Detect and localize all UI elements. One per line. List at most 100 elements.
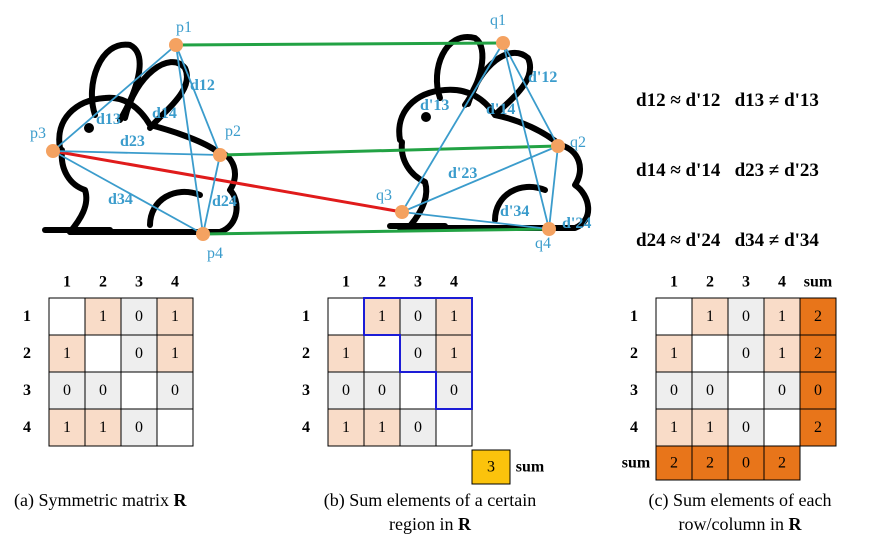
point-q2	[551, 139, 565, 153]
matrix-a-cell	[85, 335, 121, 372]
edge-label-dp23: d'23	[448, 165, 477, 182]
label-p4: p4	[207, 245, 223, 262]
edge-label-dp13: d'13	[420, 97, 449, 114]
matrix-a-row-header: 4	[23, 419, 31, 436]
matrices: 1 2 3 4 1 2 3 4 1 0 1 1 0 1 0 0 0 1 1 0 1 2 3 4 1 2 3 4 1 0 1 1 0 1 0 0 0 1 1 0…	[23, 274, 836, 485]
edge-label-d34: d34	[108, 191, 133, 208]
matrix-c-row-header: 4	[630, 419, 638, 436]
matrix-b-cell	[328, 298, 364, 335]
matrix-c-cell	[692, 335, 728, 372]
matrix-a-cell-value: 1	[99, 419, 107, 436]
matrix-a-row-header: 1	[23, 308, 31, 325]
edge-label-d14: d14	[152, 105, 177, 122]
matrix-b-cell-value: 1	[342, 345, 350, 362]
edge-label-dp34: d'34	[500, 203, 529, 220]
matrix-b-row-header: 4	[302, 419, 310, 436]
relation-row-1: d12 ≈ d'12 d13 ≠ d'13	[636, 90, 819, 112]
matrix-c-row-header: 2	[630, 345, 638, 362]
matrix-c-cell-value: 0	[778, 382, 786, 399]
matrix-b-cell-value: 0	[414, 308, 422, 325]
matrix-a-cell	[49, 298, 85, 335]
label-q2: q2	[570, 134, 586, 151]
sum-value-b: 3	[487, 459, 495, 476]
row-sum-value: 0	[814, 382, 822, 399]
matrix-c-col-header: 3	[742, 274, 750, 291]
matrix-a-cell-value: 1	[99, 308, 107, 325]
label-p2: p2	[225, 123, 241, 140]
point-p3	[46, 144, 60, 158]
relation-3-right: d34 ≠ d'34	[735, 230, 819, 251]
matrix-b-col-header: 4	[450, 274, 458, 291]
caption-b-line2: region in	[389, 514, 458, 534]
matrix-b-cell-value: 1	[450, 345, 458, 362]
matrix-b-cell-value: 1	[450, 308, 458, 325]
relation-3-left: d24 ≈ d'24	[636, 230, 720, 251]
col-sum-value: 0	[742, 455, 750, 472]
matrix-c-col-header: 4	[778, 274, 786, 291]
matrix-c-cell	[764, 409, 800, 446]
point-q3	[395, 205, 409, 219]
matrix-b-row-header: 3	[302, 382, 310, 399]
label-p1: p1	[176, 19, 192, 36]
row-sum-value: 2	[814, 419, 822, 436]
matrix-a-cell-value: 1	[171, 345, 179, 362]
matrix-a-cell-value: 0	[63, 382, 71, 399]
point-p2	[213, 148, 227, 162]
matrix-c-cell-value: 0	[742, 345, 750, 362]
rabbit-left-eye	[84, 123, 94, 133]
matrix-b-cell	[436, 409, 472, 446]
matrix-c-cell-value: 1	[778, 308, 786, 325]
matrix-c-cell-value: 1	[670, 419, 678, 436]
sum-label-b: sum	[516, 459, 545, 476]
relation-1-left: d12 ≈ d'12	[636, 90, 720, 111]
point-q4	[542, 222, 556, 236]
matrix-c-col-header: 2	[706, 274, 714, 291]
match-line-2	[220, 146, 558, 155]
matrix-b-cell-value: 1	[378, 419, 386, 436]
matrix-b-col-header: 3	[414, 274, 422, 291]
matrix-c-cell-value: 0	[670, 382, 678, 399]
label-q3: q3	[376, 187, 392, 204]
caption-c-line1: (c) Sum elements of each	[620, 488, 860, 512]
label-p3: p3	[30, 125, 46, 142]
matrix-c-cell	[728, 372, 764, 409]
edge-label-dp24: d'24	[562, 215, 591, 232]
matrix-a-col-header: 3	[135, 274, 143, 291]
relation-row-2: d14 ≈ d'14 d23 ≠ d'23	[636, 160, 819, 182]
matrix-a-col-header: 2	[99, 274, 107, 291]
matrix-a-cell	[157, 409, 193, 446]
matrix-a-cell-value: 1	[63, 345, 71, 362]
matrix-c-cell	[656, 298, 692, 335]
matrix-b-cell	[364, 335, 400, 372]
matrix-b-col-header: 2	[378, 274, 386, 291]
caption-a: (a) Symmetric matrix R	[14, 488, 186, 512]
matrix-b-row-header: 1	[302, 308, 310, 325]
matrix-a-cell-value: 1	[63, 419, 71, 436]
row-sum-value: 2	[814, 345, 822, 362]
matrix-c-cell-value: 1	[670, 345, 678, 362]
matrix-c-cell-value: 0	[742, 419, 750, 436]
matrix-a-cell-value: 0	[135, 345, 143, 362]
label-q4: q4	[535, 235, 551, 252]
matrix-c-cell-value: 1	[706, 419, 714, 436]
point-p1	[169, 38, 183, 52]
caption-a-text: (a) Symmetric matrix	[14, 490, 173, 510]
matrix-c-sum-col-header: sum	[804, 274, 833, 291]
matrix-c-col-header: 1	[670, 274, 678, 291]
matrix-a-cell-value: 0	[99, 382, 107, 399]
label-q1: q1	[490, 12, 506, 29]
matrix-a-cell-value: 0	[135, 308, 143, 325]
matrix-b-cell-value: 0	[414, 419, 422, 436]
matrix-b-cell-value: 0	[450, 382, 458, 399]
match-line-4	[203, 229, 549, 234]
relation-row-3: d24 ≈ d'24 d34 ≠ d'34	[636, 230, 819, 252]
matrix-c-row-header: 1	[630, 308, 638, 325]
matrix-a-row-header: 3	[23, 382, 31, 399]
matrix-c-row-header: 3	[630, 382, 638, 399]
edge-label-dp14: d'14	[486, 101, 515, 118]
matrix-b-cell-value: 1	[342, 419, 350, 436]
matrix-c-cell-value: 0	[706, 382, 714, 399]
caption-b-line1: (b) Sum elements of a certain	[290, 488, 570, 512]
matrix-b-cell-value: 0	[342, 382, 350, 399]
